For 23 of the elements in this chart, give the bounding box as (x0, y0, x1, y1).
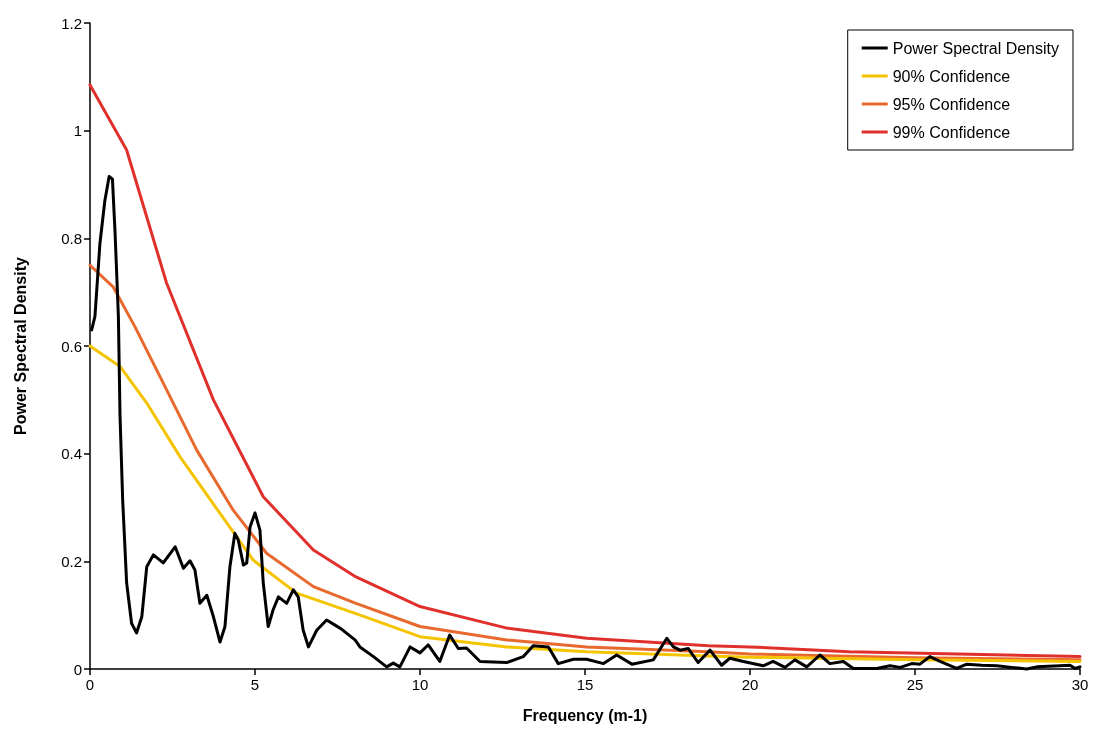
x-tick-label: 30 (1071, 676, 1089, 693)
legend-label: Power Spectral Density (892, 39, 1060, 57)
x-axis-title: Frequency (m-1) (522, 706, 648, 724)
y-tick-label: 0.4 (61, 445, 82, 463)
y-tick-label: 1.2 (61, 14, 82, 32)
y-tick-label: 1 (73, 122, 82, 140)
x-tick-label: 20 (741, 676, 759, 693)
x-tick-label: 0 (85, 676, 95, 693)
legend-label: 95% Confidence (892, 95, 1011, 113)
y-tick-label: 0.2 (61, 552, 82, 570)
y-tick-label: 0 (73, 660, 82, 678)
x-tick-label: 10 (411, 676, 429, 693)
x-tick-label: 25 (906, 676, 924, 693)
legend-label: 90% Confidence (892, 67, 1011, 85)
line-series (88, 83, 1082, 659)
line-series (88, 344, 1082, 663)
y-tick-label: 0.6 (61, 337, 82, 355)
y-tick-label: 0.8 (61, 229, 82, 247)
line-series (88, 263, 1082, 662)
x-tick-label: 5 (250, 676, 260, 693)
y-axis-title: Power Spectral Density (11, 256, 29, 435)
legend-label: 99% Confidence (892, 123, 1011, 141)
x-tick-label: 15 (576, 676, 594, 693)
